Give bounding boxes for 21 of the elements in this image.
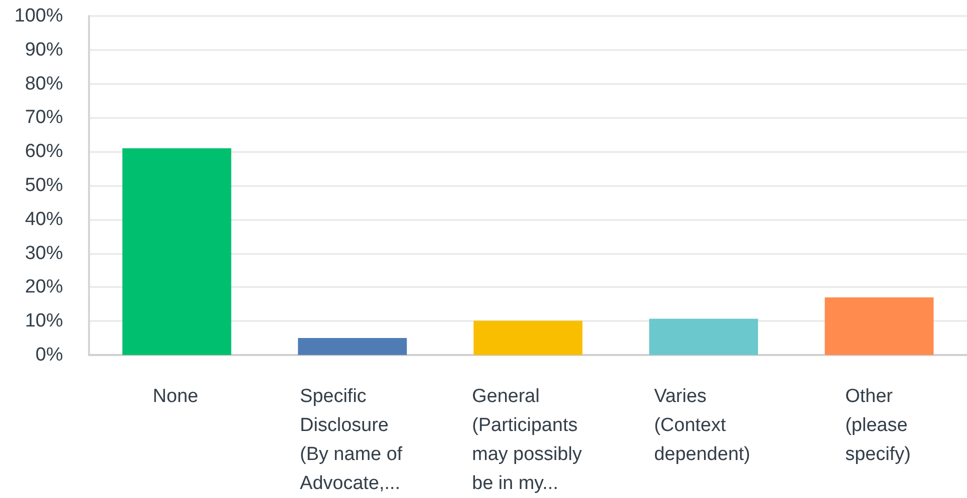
y-tick-label: 70% (24, 107, 64, 128)
y-tick-label: 90% (24, 39, 64, 60)
bar (122, 148, 232, 355)
y-tick-label: 50% (24, 175, 64, 196)
bar (298, 338, 407, 355)
y-tick-label: 60% (24, 141, 64, 162)
x-tick-label: General (Participants may possibly be in my... (472, 386, 582, 494)
y-tick-label: 10% (24, 310, 64, 332)
x-tick-label: Specific Disclosure (By name of Advocate,... (300, 386, 404, 494)
x-tick-label: Other (please specify) (845, 386, 911, 465)
y-tick-label: 30% (24, 242, 64, 264)
y-tick-label: 100% (14, 6, 64, 26)
bar (824, 297, 934, 355)
bar (649, 318, 758, 355)
y-tick-label: 40% (24, 208, 64, 230)
x-tick-label: Varies (Context dependent) (654, 386, 750, 465)
y-tick-label: 80% (24, 73, 64, 94)
x-tick-label: None (152, 386, 198, 407)
y-tick-label: 20% (24, 276, 64, 298)
y-tick-label: 0% (36, 344, 64, 366)
bar (474, 320, 582, 355)
